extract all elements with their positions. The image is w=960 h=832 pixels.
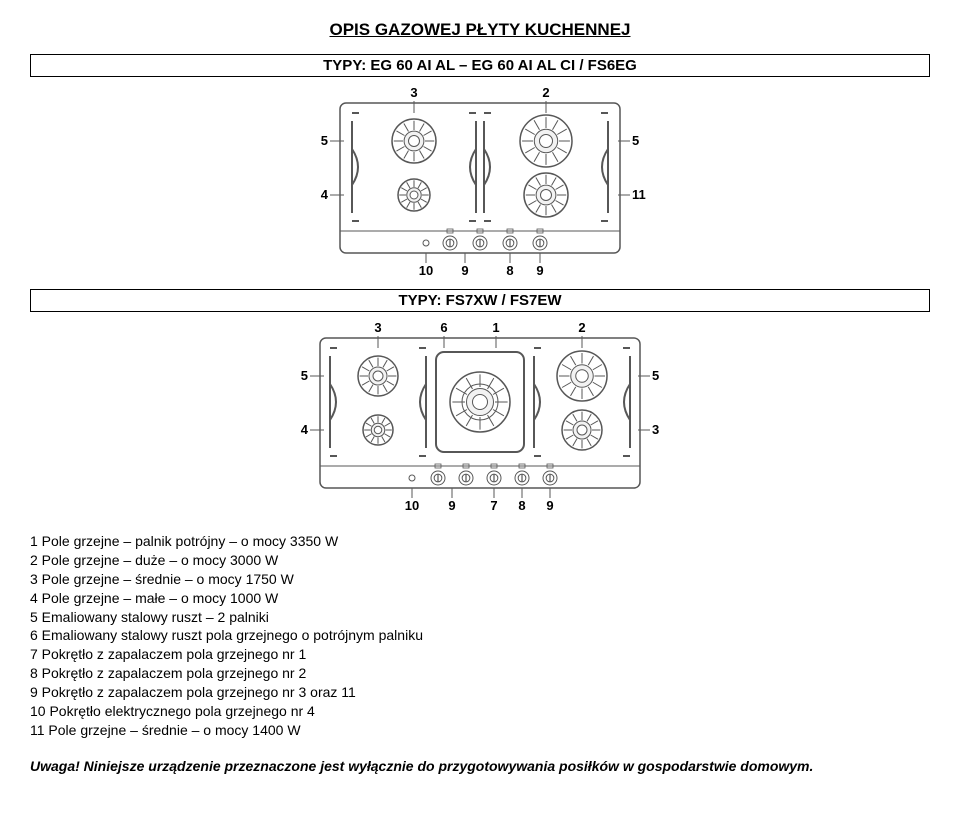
legend-item: 4 Pole grzejne – małe – o mocy 1000 W — [30, 589, 930, 608]
svg-text:5: 5 — [301, 368, 308, 383]
svg-text:5: 5 — [321, 133, 328, 148]
svg-text:9: 9 — [546, 498, 553, 513]
section2-subtitle: TYPY: FS7XW / FS7EW — [30, 289, 930, 312]
diagram2-container: 3 6 1 2 5 4 5 3 10 9 7 8 9 — [30, 318, 930, 518]
legend-item: 5 Emaliowany stalowy ruszt – 2 palniki — [30, 608, 930, 627]
diagram1-container: 3 2 5 4 5 11 10 9 8 9 — [30, 83, 930, 283]
warning-prefix: Uwaga! — [30, 758, 80, 774]
legend-item: 9 Pokrętło z zapalaczem pola grzejnego n… — [30, 683, 930, 702]
svg-text:6: 6 — [440, 320, 447, 335]
hob-diagram-4burner: 3 2 5 4 5 11 10 9 8 9 — [300, 83, 660, 283]
svg-text:4: 4 — [321, 187, 329, 202]
svg-text:2: 2 — [542, 85, 549, 100]
warning-text: Uwaga! Niniejsze urządzenie przeznaczone… — [30, 758, 930, 774]
svg-text:8: 8 — [518, 498, 525, 513]
legend-item: 1 Pole grzejne – palnik potrójny – o moc… — [30, 532, 930, 551]
svg-text:9: 9 — [461, 263, 468, 278]
legend-item: 7 Pokrętło z zapalaczem pola grzejnego n… — [30, 645, 930, 664]
svg-text:3: 3 — [374, 320, 381, 335]
warning-body: Niniejsze urządzenie przeznaczone jest w… — [80, 758, 814, 774]
svg-text:5: 5 — [652, 368, 659, 383]
svg-text:9: 9 — [536, 263, 543, 278]
page-title: OPIS GAZOWEJ PŁYTY KUCHENNEJ — [30, 20, 930, 40]
svg-text:10: 10 — [405, 498, 419, 513]
svg-text:2: 2 — [578, 320, 585, 335]
svg-text:10: 10 — [419, 263, 433, 278]
legend-item: 3 Pole grzejne – średnie – o mocy 1750 W — [30, 570, 930, 589]
legend-item: 11 Pole grzejne – średnie – o mocy 1400 … — [30, 721, 930, 740]
hob-diagram-5burner: 3 6 1 2 5 4 5 3 10 9 7 8 9 — [280, 318, 680, 518]
legend-item: 8 Pokrętło z zapalaczem pola grzejnego n… — [30, 664, 930, 683]
legend-item: 2 Pole grzejne – duże – o mocy 3000 W — [30, 551, 930, 570]
svg-text:7: 7 — [490, 498, 497, 513]
legend-item: 10 Pokrętło elektrycznego pola grzejnego… — [30, 702, 930, 721]
svg-text:4: 4 — [301, 422, 309, 437]
svg-text:11: 11 — [632, 187, 646, 202]
svg-text:9: 9 — [448, 498, 455, 513]
svg-text:8: 8 — [506, 263, 513, 278]
section1-subtitle: TYPY: EG 60 AI AL – EG 60 AI AL CI / FS6… — [30, 54, 930, 77]
legend-item: 6 Emaliowany stalowy ruszt pola grzejneg… — [30, 626, 930, 645]
svg-text:1: 1 — [492, 320, 499, 335]
svg-text:5: 5 — [632, 133, 639, 148]
legend-list: 1 Pole grzejne – palnik potrójny – o moc… — [30, 532, 930, 740]
svg-text:3: 3 — [652, 422, 659, 437]
svg-text:3: 3 — [410, 85, 417, 100]
